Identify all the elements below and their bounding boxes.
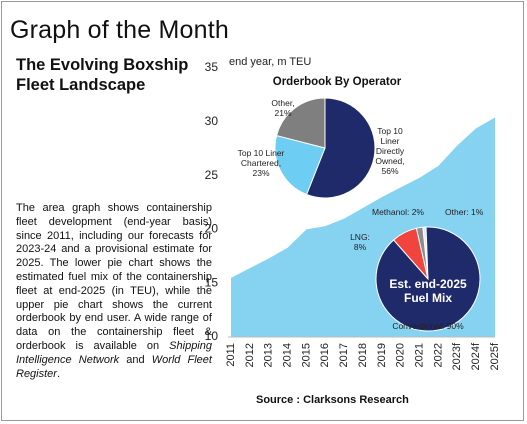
pie-title: Orderbook By Operator bbox=[272, 76, 402, 88]
x-tick-label: 2012 bbox=[244, 343, 256, 367]
y-tick-label: 25 bbox=[205, 168, 219, 182]
source: Source : Clarksons Research bbox=[256, 394, 409, 406]
x-tick-label: 2022 bbox=[432, 343, 444, 367]
text: . bbox=[56, 367, 61, 380]
pie-label: Top 10 Liner Directly Owned, 56% bbox=[375, 126, 405, 176]
pie-label: Methanol: 2% bbox=[372, 207, 424, 217]
y-tick-label: 30 bbox=[205, 114, 219, 128]
pie-title: Est. end-2025 Fuel Mix bbox=[389, 277, 467, 305]
y-axis-label: end year, m TEU bbox=[229, 56, 311, 68]
pie-label: LNG: 8% bbox=[350, 232, 370, 252]
x-tick-label: 2013 bbox=[263, 343, 275, 367]
pie-label: Other: 1% bbox=[445, 207, 484, 217]
text: Shipping Intelligence Network bbox=[16, 339, 212, 366]
pie-label: Other, 21% bbox=[271, 98, 295, 118]
pie-slice bbox=[275, 97, 326, 149]
x-tick-label: 2018 bbox=[357, 343, 369, 367]
x-tick-label: 2020 bbox=[395, 343, 407, 367]
text: and bbox=[119, 353, 152, 366]
x-tick-label: 2015 bbox=[300, 343, 312, 367]
article-body: The area graph shows containership fleet… bbox=[16, 202, 212, 381]
x-tick-label: 2016 bbox=[319, 343, 331, 367]
x-tick-label: 2011 bbox=[225, 343, 237, 367]
article-heading: The Evolving Boxship Fleet Landscape bbox=[16, 56, 189, 94]
page-title: Graph of the Month bbox=[10, 16, 230, 44]
pie-slice bbox=[274, 134, 326, 196]
x-tick-label: 2017 bbox=[338, 343, 350, 367]
x-tick-label: 2014 bbox=[281, 343, 293, 367]
text: World Fleet Register bbox=[16, 353, 212, 380]
x-tick-label: 2024f bbox=[470, 342, 482, 370]
y-tick-label: 15 bbox=[205, 275, 219, 289]
x-tick-label: 2021 bbox=[413, 343, 425, 367]
pie-label: Conventional: 90% bbox=[392, 321, 464, 331]
x-tick-label: 2025f bbox=[489, 342, 501, 370]
pie-slice bbox=[415, 226, 429, 280]
text: The area graph shows containership fleet… bbox=[16, 202, 212, 352]
pie-slice bbox=[305, 97, 376, 199]
y-tick-label: 20 bbox=[205, 222, 219, 236]
x-tick-label: 2023f bbox=[451, 342, 463, 370]
y-tick-label: 10 bbox=[205, 329, 219, 343]
y-tick-label: 35 bbox=[205, 60, 219, 74]
pie-label: Top 10 Liner Chartered, 23% bbox=[237, 148, 285, 178]
x-tick-label: 2019 bbox=[376, 343, 388, 367]
